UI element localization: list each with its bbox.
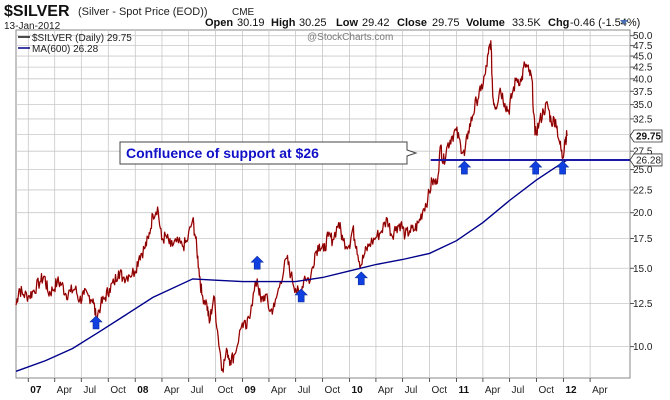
y-tick-label: 42.5 [633,63,653,74]
y-tick-label: 40.0 [633,74,653,85]
x-tick-label: Apr [57,385,73,396]
y-tick-label: 15.0 [633,264,653,275]
y-tick-label: 22.5 [633,185,653,196]
x-tick-label: 08 [137,385,149,396]
x-tick-label: Jul [83,385,96,396]
x-tick-label: Oct [325,385,341,396]
y-tick-label: 37.5 [633,87,653,98]
up-arrow-icon [528,160,543,175]
y-tick-label: 32.5 [633,114,653,125]
up-arrow-icon [89,315,103,330]
up-arrow-icon [354,271,368,286]
value-flag-box [629,129,663,143]
volume-label: Volume [466,17,505,29]
value-flag-box [629,153,663,167]
legend-ma: MA(600) 26.28 [32,44,99,55]
chg-value: -0.46 (-1.54%) [570,17,640,29]
support-callout: Confluence of support at $26 [119,141,418,165]
up-arrow-icon [457,160,472,175]
up-arrow-icon [555,160,570,175]
low-label: Low [336,17,358,29]
callout-box [119,141,418,165]
y-axis: 10.012.515.017.520.022.525.027.530.032.5… [630,31,653,353]
value-flags: 29.75 26.28 [629,129,663,167]
x-axis: 07 Apr Jul Oct 08 Apr Jul Oct 09 Apr Jul Oct 10 Apr Ju… [27,378,608,396]
exchange-label: CME [232,7,255,18]
up-arrow-icon [294,288,308,303]
x-tick-label: Oct [432,385,448,396]
close-label: Close [397,17,427,29]
arrow-layer [89,160,570,330]
x-tick-label: Oct [539,385,555,396]
y-tick-label: 17.5 [633,234,653,245]
x-tick-label: Apr [378,385,394,396]
close-value: 29.75 [432,17,460,29]
value-flag: 26.28 [629,153,663,167]
chart-date: 13-Jan-2012 [4,21,61,32]
up-arrow-icon [250,255,264,270]
x-tick-label: Apr [485,385,501,396]
x-tick-label: 12 [565,385,577,396]
y-tick-label: 20.0 [633,208,653,219]
x-tick-label: 07 [30,385,42,396]
x-tick-label: Jul [405,385,418,396]
series-line-price-shadow [15,40,568,373]
y-tick-label: 12.5 [633,299,653,310]
series-line-ma [15,159,568,372]
x-tick-label: 11 [458,385,469,396]
x-tick-label: Apr [592,385,608,396]
y-tick-label: 45.0 [633,52,653,63]
dropdown-caret-icon[interactable] [620,20,628,25]
x-tick-label: 10 [352,385,364,396]
chg-label: Chg [548,17,569,29]
x-tick-label: Apr [271,385,287,396]
x-tick-label: 09 [245,385,257,396]
volume-value: 33.5K [512,17,541,29]
y-tick-label: 50.0 [633,31,653,42]
y-tick-label: 27.5 [633,147,653,158]
y-tick-label: 47.5 [633,41,653,52]
legend-price: $SILVER (Daily) 29.75 [32,33,132,44]
callout-text: Confluence of support at $26 [126,145,319,161]
low-value: 29.42 [362,17,390,29]
x-tick-label: Jul [512,385,525,396]
y-tick-label: 25.0 [633,165,653,176]
x-tick-label: Oct [110,385,126,396]
symbol-title: $SILVER [4,3,70,20]
value-flag-label: 26.28 [636,155,661,166]
high-value: 30.25 [299,17,327,29]
x-tick-label: Oct [218,385,234,396]
value-flag-label: 29.75 [636,132,661,143]
series-layer [15,40,568,373]
legend: $SILVER (Daily) 29.75 MA(600) 26.28 [18,33,132,55]
value-flag: 29.75 [629,129,663,143]
x-tick-label: Jul [298,385,311,396]
x-tick-label: Apr [164,385,180,396]
watermark: @StockCharts.com [307,32,393,43]
open-value: 30.19 [237,17,265,29]
high-label: High [271,17,296,29]
x-tick-label: Jul [191,385,204,396]
instrument-name: (Silver - Spot Price (EOD)) [78,6,208,18]
y-tick-label: 35.0 [633,100,653,111]
open-label: Open [205,17,233,29]
y-tick-label: 10.0 [633,342,653,353]
